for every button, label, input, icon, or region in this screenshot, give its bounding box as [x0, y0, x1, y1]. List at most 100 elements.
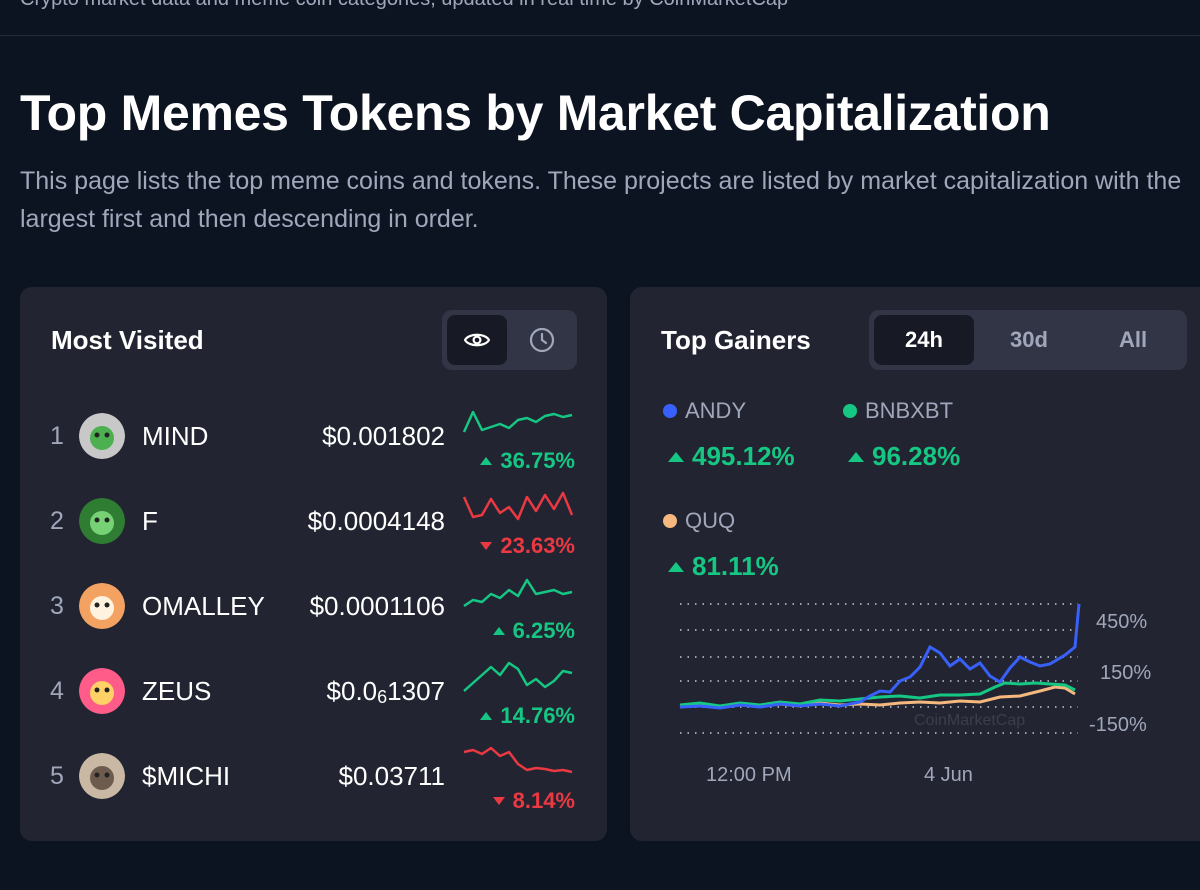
coin-name[interactable]: F: [142, 506, 158, 536]
quq-gain-value: 81.11%: [692, 551, 779, 581]
most-visited-row[interactable]: 2 F $0.0004148 23.63%: [20, 479, 607, 564]
quq-gain: 81.11%: [668, 551, 779, 582]
coin-change: 36.75%: [480, 448, 575, 474]
tab-30d[interactable]: 30d: [1010, 327, 1048, 352]
change-value: 23.63%: [500, 533, 575, 558]
page-title: Top Memes Tokens by Market Capitalizatio…: [20, 85, 1051, 141]
sparkline: [462, 410, 573, 433]
bnbxbt-gain-value: 96.28%: [872, 441, 961, 471]
tab-24h[interactable]: 24h: [874, 315, 974, 365]
triangle-up-icon: [480, 457, 493, 465]
sparkline: [463, 746, 573, 774]
page-description: This page lists the top meme coins and t…: [20, 167, 1182, 233]
coin-price: $0.0001106: [310, 564, 445, 649]
coin-logo[interactable]: [79, 583, 125, 629]
bnbxbt-gain: 96.28%: [848, 441, 960, 472]
legend-andy: ANDY: [663, 398, 746, 424]
y-tick-label: 150%: [1100, 662, 1152, 684]
most-visited-row[interactable]: 1 MIND $0.001802 36.75%: [20, 394, 607, 479]
coin-logo-icon: [79, 668, 125, 714]
eye-toggle-button[interactable]: [447, 315, 507, 365]
price-sub: 6: [377, 687, 388, 707]
most-visited-row[interactable]: 4 ZEUS $0.0 6 1307 14.76%: [20, 649, 607, 734]
legend-bnbxbt: BNBXBT: [843, 398, 953, 424]
price-value: $0.0004148: [307, 506, 445, 536]
coin-name[interactable]: $MICHI: [142, 761, 231, 791]
coin-name[interactable]: ZEUS: [142, 676, 212, 706]
sparkline-chart: [463, 661, 573, 692]
most-visited-title: Most Visited: [51, 325, 204, 355]
triangle-down-icon: [492, 797, 505, 805]
x-tick-label: 12:00 PM: [706, 764, 792, 786]
time-range-tabs: 24h 30d All: [869, 310, 1187, 370]
bnbxbt-dot-icon: [843, 404, 857, 418]
andy-gain: 495.12%: [668, 441, 795, 472]
price-value: $0.03711: [338, 761, 445, 791]
y-tick-label: -150%: [1089, 714, 1147, 736]
quq-dot-icon: [663, 514, 677, 528]
coin-logo-icon: [79, 413, 125, 459]
coin-change: 23.63%: [480, 533, 575, 559]
sparkline-chart: [463, 746, 573, 774]
triangle-up-icon: [848, 451, 864, 462]
price-main: $0.0: [326, 676, 378, 706]
sparkline-chart: [462, 410, 573, 433]
coin-name[interactable]: MIND: [142, 421, 209, 451]
sparkline: [462, 491, 574, 521]
change-value: 6.25%: [512, 618, 575, 643]
series-line-bnbxbt: [679, 681, 1076, 708]
sparkline-chart: [462, 491, 574, 521]
triangle-down-icon: [480, 542, 493, 550]
top-strip: Crypto market data and meme coin categor…: [0, 0, 1200, 36]
coin-logo[interactable]: [79, 753, 125, 799]
change-value: 8.14%: [512, 788, 575, 813]
x-tick-label: 4 Jun: [924, 764, 973, 786]
triangle-up-icon: [492, 627, 505, 635]
coin-logo[interactable]: [79, 498, 125, 544]
top-gainers-chart: CoinMarketCap: [679, 603, 1081, 734]
series-line-andy: [679, 603, 1081, 710]
most-visited-row[interactable]: 3 OMALLEY $0.0001106 6.25%: [20, 564, 607, 649]
row-rank: 1: [50, 422, 64, 450]
clock-icon: [529, 327, 555, 353]
top-gainers-card: Top Gainers 24h 30d All ANDY 495.12% BNB…: [630, 287, 1200, 841]
legend-bnbxbt-label: BNBXBT: [865, 398, 954, 423]
coin-price: $0.03711: [338, 734, 445, 819]
eye-icon: [464, 333, 490, 347]
andy-gain-value: 495.12%: [692, 441, 795, 471]
most-visited-view-toggle: [442, 310, 577, 370]
coin-logo[interactable]: [79, 668, 125, 714]
coin-price: $0.0004148: [308, 479, 445, 564]
legend-quq: QUQ: [663, 508, 735, 534]
coin-name[interactable]: OMALLEY: [142, 591, 265, 621]
clock-toggle-button[interactable]: [512, 315, 572, 365]
coin-price: $0.001802: [322, 394, 445, 479]
price-value: $0.0001106: [309, 591, 445, 621]
tab-all[interactable]: All: [1118, 327, 1148, 352]
y-tick-label: 450%: [1096, 611, 1148, 633]
row-rank: 4: [50, 677, 64, 705]
price-value: $0.001802: [322, 421, 445, 451]
price-rest: 1307: [387, 676, 445, 706]
row-rank: 2: [50, 507, 64, 535]
sparkline: [463, 661, 573, 692]
change-value: 14.76%: [500, 703, 575, 728]
coin-change: 8.14%: [492, 788, 575, 814]
chart-watermark: CoinMarketCap: [914, 712, 1025, 729]
andy-dot-icon: [663, 404, 677, 418]
most-visited-card: Most Visited 1 MI: [20, 287, 607, 841]
coin-price: $0.0 6 1307: [327, 649, 445, 734]
legend-quq-label: QUQ: [685, 508, 736, 533]
row-rank: 5: [50, 762, 64, 790]
coin-logo-icon: [79, 498, 125, 544]
triangle-up-icon: [668, 451, 684, 462]
change-value: 36.75%: [500, 448, 575, 473]
sparkline: [463, 578, 573, 608]
coin-logo[interactable]: [79, 413, 125, 459]
cut-off-text: Crypto market data and meme coin categor…: [20, 0, 788, 11]
coin-change: 14.76%: [480, 703, 575, 729]
sparkline-chart: [463, 578, 573, 608]
coin-change: 6.25%: [492, 618, 575, 644]
top-gainers-title: Top Gainers: [661, 325, 811, 355]
most-visited-row[interactable]: 5 $MICHI $0.03711 8.14%: [20, 734, 607, 819]
